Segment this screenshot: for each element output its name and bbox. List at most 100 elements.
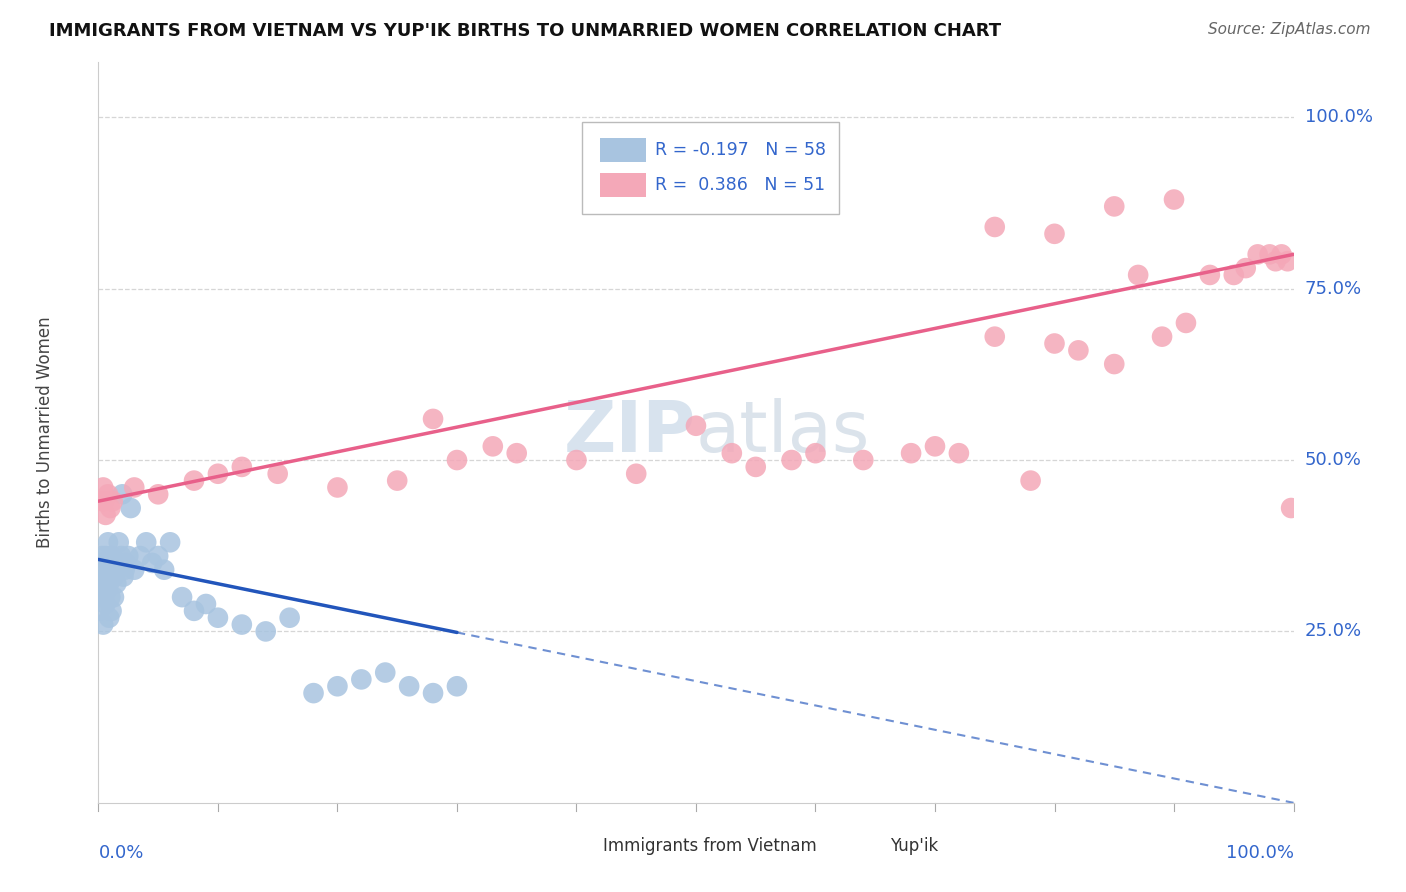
Point (96, 569, 118, 583)
Point (101, 494, 124, 508)
Point (94, 597, 117, 611)
FancyBboxPatch shape (547, 838, 595, 855)
Text: 100.0%: 100.0% (1226, 844, 1294, 862)
Point (183, 604, 205, 618)
Point (1271, 247, 1294, 261)
Point (1279, 501, 1302, 516)
Point (89, 556, 111, 570)
Point (97, 535, 120, 549)
Point (93, 556, 115, 570)
Text: 100.0%: 100.0% (1305, 108, 1372, 127)
Point (446, 679, 468, 693)
Point (91, 576, 114, 591)
Point (924, 439, 946, 453)
Point (108, 556, 131, 570)
Point (1104, 199, 1126, 213)
Point (721, 446, 744, 460)
Text: 25.0%: 25.0% (1305, 623, 1362, 640)
Point (1234, 261, 1257, 276)
Point (98, 501, 122, 516)
Point (93, 494, 115, 508)
Point (129, 549, 152, 563)
Point (94, 508, 117, 522)
Point (97, 563, 120, 577)
Point (626, 467, 648, 481)
Point (91, 563, 114, 577)
Point (103, 569, 125, 583)
Point (107, 563, 129, 577)
Point (506, 446, 529, 460)
Point (422, 412, 444, 426)
Point (148, 549, 170, 563)
Point (302, 686, 325, 700)
Point (112, 569, 135, 583)
Point (984, 219, 1007, 234)
Point (422, 686, 444, 700)
FancyBboxPatch shape (834, 838, 882, 855)
Point (90, 590, 112, 604)
Point (115, 556, 138, 570)
Point (183, 474, 205, 488)
Point (98, 590, 122, 604)
Point (94, 549, 117, 563)
Point (117, 549, 139, 563)
Point (1258, 247, 1281, 261)
Point (91, 617, 114, 632)
Point (159, 535, 181, 549)
Text: ZIP: ZIP (564, 398, 696, 467)
Point (804, 446, 827, 460)
Text: Births to Unmarried Women: Births to Unmarried Women (35, 317, 53, 549)
Point (153, 563, 176, 577)
Point (385, 474, 409, 488)
Point (231, 459, 253, 474)
Point (1043, 336, 1066, 351)
Point (984, 329, 1007, 343)
Point (780, 453, 803, 467)
Point (107, 535, 129, 549)
Point (1019, 474, 1042, 488)
FancyBboxPatch shape (600, 138, 645, 162)
Text: R = -0.197   N = 58: R = -0.197 N = 58 (655, 141, 827, 159)
Point (350, 673, 373, 687)
Point (195, 597, 218, 611)
Point (110, 549, 132, 563)
Point (852, 453, 875, 467)
Point (326, 679, 349, 693)
Point (231, 617, 253, 632)
Text: R =  0.386   N = 51: R = 0.386 N = 51 (655, 176, 825, 194)
Point (1128, 268, 1150, 282)
Point (1223, 268, 1246, 282)
Point (100, 549, 122, 563)
Point (1175, 316, 1198, 330)
Text: IMMIGRANTS FROM VIETNAM VS YUP'IK BIRTHS TO UNMARRIED WOMEN CORRELATION CHART: IMMIGRANTS FROM VIETNAM VS YUP'IK BIRTHS… (49, 22, 1001, 40)
Point (104, 556, 127, 570)
Point (1152, 329, 1174, 343)
Point (91, 494, 114, 508)
Point (446, 453, 468, 467)
Point (98, 576, 121, 591)
Point (1247, 247, 1270, 261)
Point (124, 480, 146, 494)
Point (207, 467, 229, 481)
Point (1264, 254, 1286, 268)
Point (1277, 254, 1299, 268)
Point (91, 549, 114, 563)
Point (124, 563, 146, 577)
Point (148, 487, 170, 501)
Point (105, 576, 128, 591)
Point (1067, 343, 1090, 358)
Point (98, 556, 122, 570)
Point (90, 569, 112, 583)
Point (948, 446, 970, 460)
Point (481, 439, 505, 453)
Point (103, 590, 125, 604)
FancyBboxPatch shape (582, 121, 839, 214)
Point (745, 459, 768, 474)
Point (278, 610, 301, 624)
Point (565, 453, 588, 467)
Point (141, 556, 163, 570)
Text: Immigrants from Vietnam: Immigrants from Vietnam (603, 838, 817, 855)
Point (1104, 357, 1126, 371)
Text: Source: ZipAtlas.com: Source: ZipAtlas.com (1208, 22, 1371, 37)
Point (267, 467, 290, 481)
